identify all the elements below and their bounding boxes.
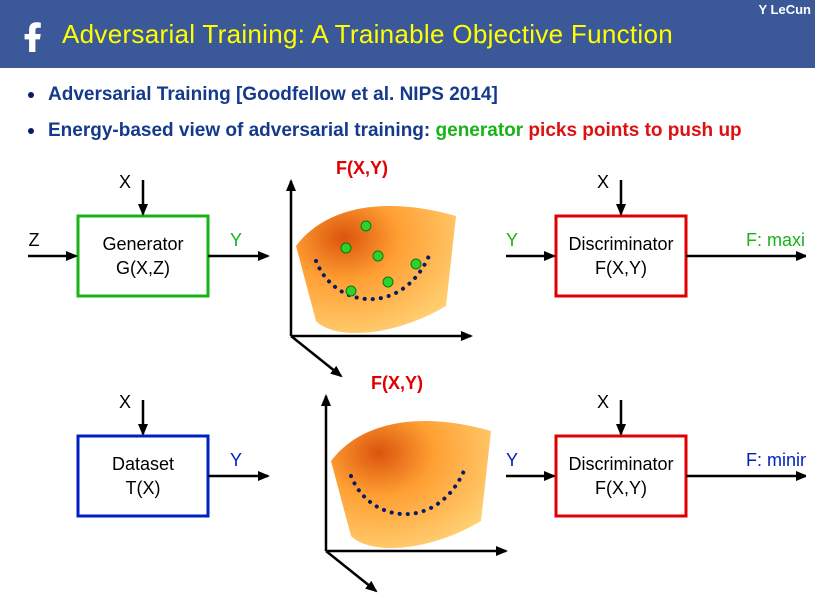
svg-text:Y: Y [230,230,242,250]
svg-text:Y: Y [506,230,518,250]
svg-text:Dataset: Dataset [112,454,174,474]
bullet-dot-icon [28,92,34,98]
bullet-2-text: Energy-based view of adversarial trainin… [48,120,742,142]
slide-title: Adversarial Training: A Trainable Object… [62,19,673,50]
diagram-svg: Generator G(X,Z) X Z Y F(X,Y) Discriminator F(X… [16,156,806,596]
svg-text:Discriminator: Discriminator [568,454,673,474]
slide-header: Adversarial Training: A Trainable Object… [0,0,815,68]
slide-author: Y LeCun [759,2,812,17]
svg-text:F(X,Y): F(X,Y) [595,478,647,498]
svg-text:F: maximize: F: maximize [746,230,806,250]
svg-text:Discriminator: Discriminator [568,234,673,254]
svg-text:T(X): T(X) [126,478,161,498]
svg-text:X: X [597,172,609,192]
svg-text:F(X,Y): F(X,Y) [595,258,647,278]
svg-text:X: X [597,392,609,412]
bullet-2: Energy-based view of adversarial trainin… [28,120,805,142]
svg-text:Z: Z [29,230,40,250]
facebook-logo-icon [12,16,48,52]
svg-text:X: X [119,172,131,192]
svg-text:F(X,Y): F(X,Y) [371,373,423,393]
svg-text:F(X,Y): F(X,Y) [336,158,388,178]
svg-text:Generator: Generator [102,234,183,254]
svg-text:G(X,Z): G(X,Z) [116,258,170,278]
bullet-dot-icon [28,128,34,134]
svg-text:Y: Y [230,450,242,470]
slide-content: Adversarial Training [Goodfellow et al. … [0,68,815,596]
svg-text:X: X [119,392,131,412]
svg-text:F: minimize: F: minimize [746,450,806,470]
bullet-1-text: Adversarial Training [Goodfellow et al. … [48,84,498,106]
diagram: Generator G(X,Z) X Z Y F(X,Y) Discriminator F(X… [16,156,806,596]
bullet-1: Adversarial Training [Goodfellow et al. … [28,84,805,106]
svg-text:Y: Y [506,450,518,470]
